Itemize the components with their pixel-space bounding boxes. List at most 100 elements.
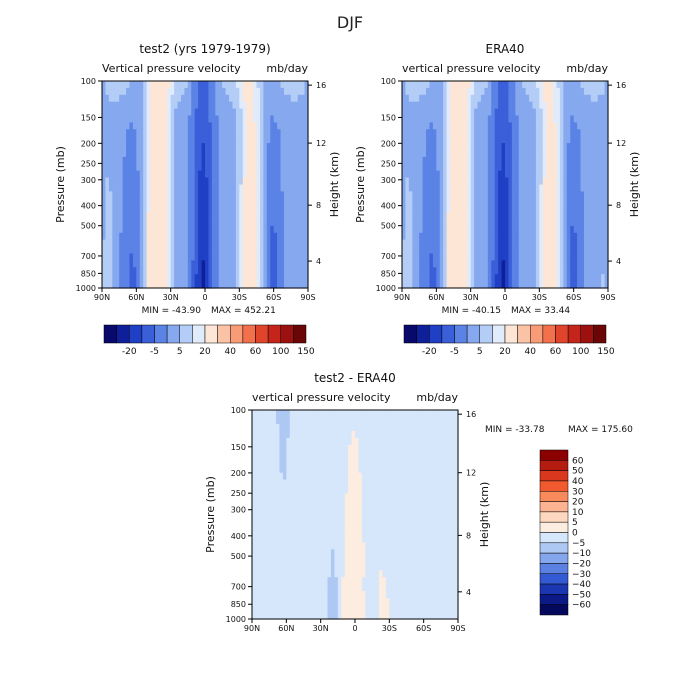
heatmap-cell [440,542,445,550]
heatmap-cell [279,444,284,453]
heatmap-cell [385,542,390,550]
heatmap-cell [440,472,445,481]
heatmap-cell [498,260,503,268]
heatmap-cell [423,486,428,495]
heatmap-cell [515,81,520,89]
heatmap-cell [150,156,155,165]
heatmap-cell [270,232,275,241]
heatmap-cell [403,437,408,446]
heatmap-cell [447,423,452,432]
heatmap-cell [143,198,148,206]
heatmap-cell [577,274,582,282]
heatmap-cell [163,170,168,179]
heatmap-cell [153,239,158,248]
heatmap-cell [348,430,353,439]
heatmap-cell [262,437,267,446]
heatmap-cell [229,219,234,227]
heatmap-cell [525,122,530,130]
heatmap-cell [529,163,534,172]
heatmap-cell [580,115,585,123]
colorbar-swatch [242,324,256,344]
heatmap-cell [297,129,302,137]
heatmap-cell [259,232,264,241]
heatmap-cell [246,115,251,123]
heatmap-cell [426,267,431,275]
heatmap-cell [601,136,606,144]
heatmap-cell [201,108,206,117]
heatmap-cell [211,170,216,179]
heatmap-cell [484,281,489,289]
heatmap-cell [235,198,240,206]
heatmap-cell [416,410,421,418]
heatmap-cell [433,493,438,502]
heatmap-cell [215,115,220,123]
heatmap-cell [460,150,465,158]
heatmap-cell [402,246,407,255]
heatmap-cell [430,444,435,453]
heatmap-cell [444,410,449,418]
heatmap-cell [566,150,571,158]
heatmap-cell [279,500,284,509]
y-tick-label: 850 [381,269,396,278]
heatmap-cell [269,410,274,418]
heatmap-cell [559,198,564,206]
heatmap-cell [436,239,441,248]
heatmap-cell [566,136,571,144]
heatmap-cell [262,500,267,509]
heatmap-cell [361,528,366,536]
heatmap-cell [180,101,185,110]
heatmap-cell [583,184,588,192]
heatmap-cell [249,281,254,289]
heatmap-cell [601,163,606,172]
heatmap-cell [454,521,459,530]
heatmap-cell [436,177,441,186]
heatmap-cell [215,136,220,144]
heatmap-cell [170,253,175,261]
heatmap-cell [522,143,527,151]
heatmap-cell [306,423,311,432]
heatmap-cell [355,410,360,418]
heatmap-cell [429,101,434,110]
heatmap-cell [119,232,124,241]
heatmap-cell [563,136,568,144]
heatmap-cell [119,246,124,255]
heatmap-cell [487,184,492,192]
heatmap-cell [566,108,571,117]
heatmap-cell [313,493,318,502]
heatmap-cell [265,416,270,425]
heatmap-cell [422,108,427,117]
heatmap-cell [402,177,407,186]
heatmap-cell [184,136,189,144]
heatmap-cell [413,479,418,488]
heatmap-cell [132,129,137,137]
heatmap-cell [304,246,309,255]
heatmap-cell [604,267,609,275]
heatmap-cell [419,156,424,165]
heatmap-cell [379,423,384,432]
heatmap-cell [187,239,192,248]
heatmap-cell [361,507,366,516]
heatmap-cell [143,101,148,110]
heatmap-cell [294,150,299,158]
heatmap-cell [143,177,148,186]
heatmap-cell [491,94,496,103]
heatmap-cell [443,260,448,268]
heatmap-cell [426,163,431,172]
heatmap-cell [301,177,306,186]
heatmap-cell [372,493,377,502]
heatmap-cell [436,143,441,151]
heatmap-cell [297,281,302,289]
heatmap-cell [460,163,465,172]
heatmap-cell [327,479,332,488]
heatmap-cell [191,150,196,158]
heatmap-cell [132,177,137,186]
heatmap-cell [577,184,582,192]
heatmap-cell [280,136,285,144]
heatmap-cell [361,479,366,488]
heatmap-cell [105,122,110,130]
heatmap-cell [439,115,444,123]
heatmap-cell [403,472,408,481]
heatmap-cell [525,136,530,144]
heatmap-cell [559,108,564,117]
heatmap-cell [290,281,295,289]
